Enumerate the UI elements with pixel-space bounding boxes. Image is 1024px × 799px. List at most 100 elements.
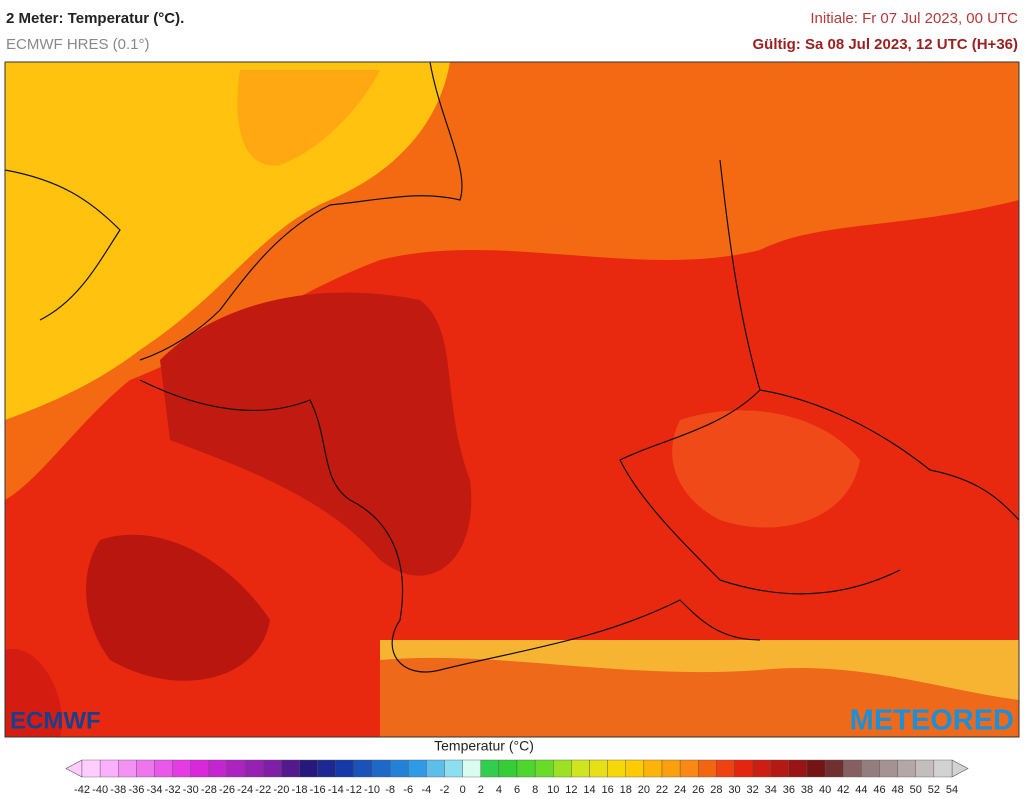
color-cell <box>770 759 790 778</box>
legend-tick: -22 <box>255 784 271 796</box>
color-cell <box>462 759 481 778</box>
color-cell <box>897 759 916 778</box>
color-cell <box>99 759 119 778</box>
legend-tick: -42 <box>74 784 90 796</box>
color-cell <box>643 759 663 778</box>
color-cell <box>553 759 572 778</box>
legend-tick: 50 <box>910 784 922 796</box>
legend-tick: -14 <box>328 784 344 796</box>
legend-tick: 44 <box>855 784 867 796</box>
legend-tick: 20 <box>638 784 650 796</box>
color-cell <box>589 759 608 778</box>
legend-tick: 42 <box>837 784 849 796</box>
color-cell <box>408 759 427 778</box>
color-cell <box>607 759 626 778</box>
title: 2 Meter: Temperatur (°C). <box>6 10 184 27</box>
legend-tick: -40 <box>92 784 108 796</box>
legend-tick: 46 <box>873 784 885 796</box>
legend-tick: -12 <box>346 784 362 796</box>
color-cell <box>861 759 880 778</box>
legend-tick: -4 <box>421 784 431 796</box>
legend-tick: 24 <box>674 784 686 796</box>
valid-time: Gültig: Sa 08 Jul 2023, 12 UTC (H+36) <box>752 36 1018 53</box>
legend-tick: 28 <box>710 784 722 796</box>
logo-meteored: METEORED <box>850 705 1014 737</box>
color-cell <box>879 759 898 778</box>
init-time: Initiale: Fr 07 Jul 2023, 00 UTC <box>810 10 1018 27</box>
legend-tick: 54 <box>946 784 958 796</box>
color-cell <box>734 759 753 778</box>
color-cell <box>571 759 590 778</box>
legend-tick: 14 <box>583 784 595 796</box>
legend-tick: -18 <box>292 784 308 796</box>
map <box>4 61 1020 738</box>
colorbar: -42 -40 -38 -36 -34 -32 -30 -28 -26 -24 -22 -20 -18-… <box>65 759 969 796</box>
legend-tick: 8 <box>532 784 538 796</box>
legend-tick: -36 <box>128 784 144 796</box>
legend-tick: 40 <box>819 784 831 796</box>
arrow-low <box>65 759 83 778</box>
color-cell <box>824 759 844 778</box>
color-cell <box>788 759 808 778</box>
color-cell <box>716 759 735 778</box>
logo-ecmwf: ECMWF <box>10 707 101 734</box>
legend-tick: 48 <box>892 784 904 796</box>
legend-tick: 30 <box>728 784 740 796</box>
legend-tick: -32 <box>165 784 181 796</box>
legend-title: Temperatur (°C) <box>434 738 534 754</box>
model: ECMWF HRES (0.1°) <box>6 36 150 53</box>
color-cell <box>263 759 282 778</box>
legend-tick: 16 <box>602 784 614 796</box>
color-cell <box>335 759 355 778</box>
color-cell <box>281 759 300 778</box>
legend-tick: 34 <box>765 784 777 796</box>
color-cell <box>661 759 681 778</box>
legend-tick: -2 <box>440 784 450 796</box>
color-cell <box>371 759 391 778</box>
color-cell <box>444 759 463 778</box>
legend-tick: 12 <box>565 784 577 796</box>
legend-tick: -28 <box>201 784 217 796</box>
color-cell <box>118 759 137 778</box>
legend-tick: 38 <box>801 784 813 796</box>
color-cell <box>136 759 155 778</box>
legend-tick: 26 <box>692 784 704 796</box>
legend-tick: -38 <box>110 784 126 796</box>
color-cell <box>190 759 210 778</box>
legend-tick: -24 <box>237 784 253 796</box>
legend-tick: 10 <box>547 784 559 796</box>
color-cell <box>534 759 554 778</box>
color-cell <box>154 759 173 778</box>
legend-tick: 4 <box>496 784 502 796</box>
color-cell <box>679 759 699 778</box>
color-cell <box>317 759 336 778</box>
legend-tick: 2 <box>478 784 484 796</box>
legend-tick: -16 <box>310 784 326 796</box>
color-cell <box>516 759 536 778</box>
color-cell <box>81 759 101 778</box>
color-cell <box>172 759 191 778</box>
legend-tick: 52 <box>928 784 940 796</box>
legend-tick: 22 <box>656 784 668 796</box>
legend-tick: -10 <box>364 784 380 796</box>
legend-tick: -26 <box>219 784 235 796</box>
legend-tick: 18 <box>620 784 632 796</box>
legend-tick: -6 <box>403 784 413 796</box>
color-cell <box>843 759 862 778</box>
color-cell <box>498 759 518 778</box>
color-cell <box>244 759 264 778</box>
color-cell <box>208 759 228 778</box>
legend-tick: -34 <box>147 784 163 796</box>
color-cell <box>933 759 953 778</box>
color-cell <box>752 759 771 778</box>
color-cell <box>806 759 826 778</box>
color-cell <box>299 759 318 778</box>
color-cell <box>389 759 409 778</box>
color-cell <box>426 759 445 778</box>
legend-tick: -30 <box>183 784 199 796</box>
legend-tick: -20 <box>273 784 289 796</box>
arrow-high <box>951 759 969 778</box>
color-cell <box>698 759 717 778</box>
color-cell <box>226 759 246 778</box>
